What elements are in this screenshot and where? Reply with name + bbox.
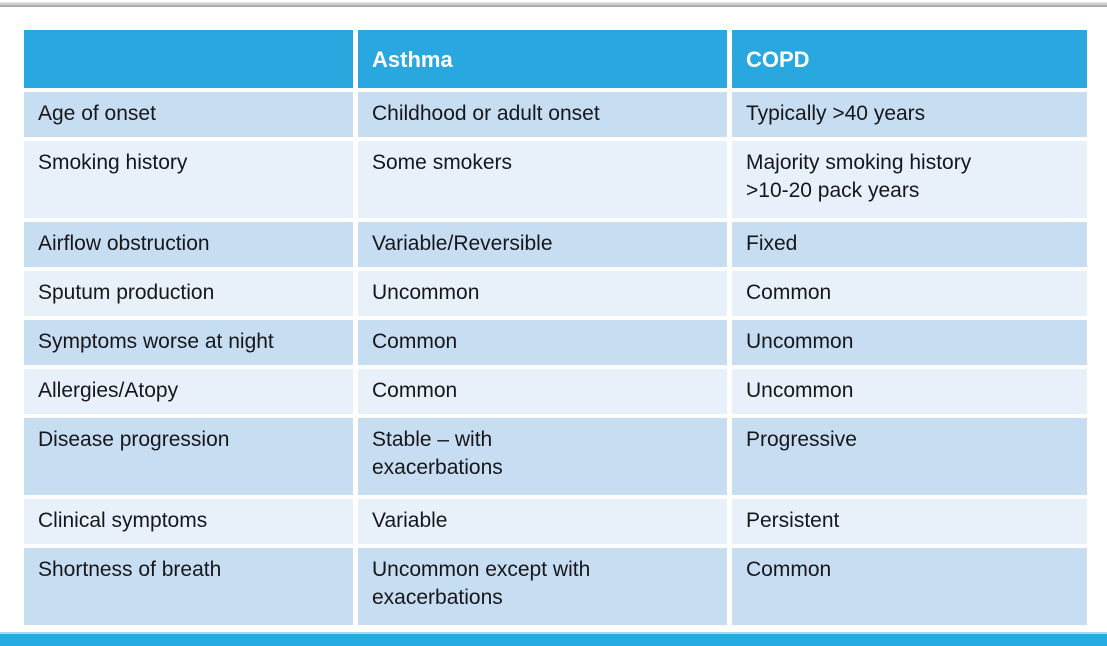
copd-cell: Uncommon [732, 320, 1087, 365]
row-label-cell: Smoking history [24, 141, 353, 218]
copd-cell: Typically >40 years [732, 92, 1087, 137]
row-label-cell: Shortness of breath [24, 548, 353, 625]
asthma-cell: Stable – with exacerbations [358, 418, 727, 495]
asthma-cell: Uncommon [358, 271, 727, 316]
asthma-cell: Childhood or adult onset [358, 92, 727, 137]
asthma-cell: Common [358, 320, 727, 365]
copd-cell: Common [732, 271, 1087, 316]
header-cell-asthma: Asthma [358, 30, 727, 88]
row-label-cell: Sputum production [24, 271, 353, 316]
copd-cell: Fixed [732, 222, 1087, 267]
copd-cell: Common [732, 548, 1087, 625]
copd-cell: Uncommon [732, 369, 1087, 414]
header-cell-copd: COPD [732, 30, 1087, 88]
row-label-cell: Disease progression [24, 418, 353, 495]
copd-cell: Progressive [732, 418, 1087, 495]
footer-accent-bar [0, 632, 1107, 646]
comparison-table: Asthma COPD Age of onset Childhood or ad… [24, 30, 1087, 625]
row-label-cell: Age of onset [24, 92, 353, 137]
row-label-cell: Allergies/Atopy [24, 369, 353, 414]
asthma-cell: Some smokers [358, 141, 727, 218]
asthma-cell: Variable/Reversible [358, 222, 727, 267]
header-cell-blank [24, 30, 353, 88]
row-label-cell: Airflow obstruction [24, 222, 353, 267]
asthma-cell: Uncommon except with exacerbations [358, 548, 727, 625]
row-label-cell: Clinical symptoms [24, 499, 353, 544]
asthma-cell: Common [358, 369, 727, 414]
copd-cell: Persistent [732, 499, 1087, 544]
asthma-cell: Variable [358, 499, 727, 544]
window-top-edge [0, 2, 1107, 7]
row-label-cell: Symptoms worse at night [24, 320, 353, 365]
copd-cell: Majority smoking history >10-20 pack yea… [732, 141, 1087, 218]
